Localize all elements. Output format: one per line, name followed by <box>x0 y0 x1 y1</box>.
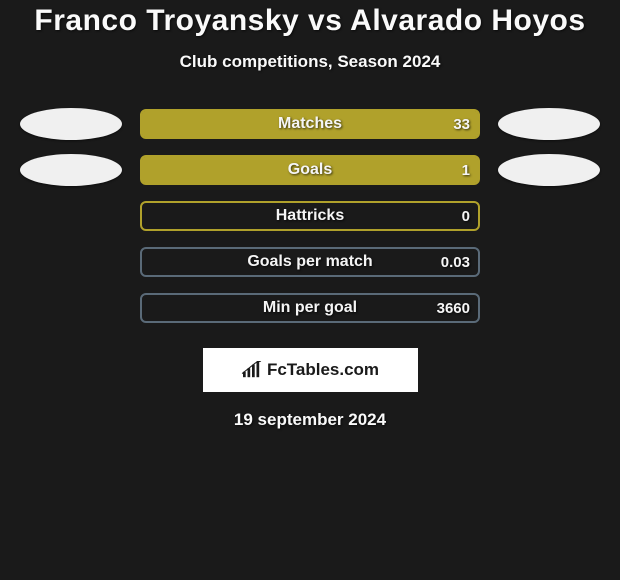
stats-rows: Matches33 Goals1 Hattricks0 Goals per match… <box>0 108 620 324</box>
stat-row: Matches33 <box>0 108 620 140</box>
stat-label: Min per goal <box>142 299 478 317</box>
stat-value: 3660 <box>437 300 470 317</box>
stat-row: Hattricks0 <box>0 200 620 232</box>
stat-row: Goals per match0.03 <box>0 246 620 278</box>
logo-text: FcTables.com <box>267 360 379 380</box>
stat-value: 0 <box>462 208 470 225</box>
stat-bar: Goals1 <box>140 155 480 185</box>
stat-bar: Matches33 <box>140 109 480 139</box>
player1-name: Franco Troyansky <box>34 4 299 37</box>
stat-bar: Goals per match0.03 <box>140 247 480 277</box>
logo-box: FcTables.com <box>203 348 418 392</box>
player2-marker <box>498 108 600 140</box>
player1-marker <box>20 154 122 186</box>
stat-label: Matches <box>142 115 478 133</box>
stat-bar: Min per goal3660 <box>140 293 480 323</box>
player2-marker <box>498 154 600 186</box>
subtitle: Club competitions, Season 2024 <box>0 52 620 72</box>
player2-name: Alvarado Hoyos <box>350 4 585 37</box>
spacer <box>20 292 122 324</box>
date-label: 19 september 2024 <box>0 410 620 430</box>
stat-value: 1 <box>462 162 470 179</box>
spacer <box>20 200 122 232</box>
spacer <box>498 246 600 278</box>
stat-value: 0.03 <box>441 254 470 271</box>
stat-label: Goals <box>142 161 478 179</box>
stat-row: Min per goal3660 <box>0 292 620 324</box>
title: Franco Troyansky vs Alvarado Hoyos <box>0 4 620 38</box>
stat-label: Goals per match <box>142 253 478 271</box>
spacer <box>498 200 600 232</box>
stat-row: Goals1 <box>0 154 620 186</box>
player1-marker <box>20 108 122 140</box>
stat-value: 33 <box>453 116 470 133</box>
spacer <box>498 292 600 324</box>
spacer <box>20 246 122 278</box>
stat-bar: Hattricks0 <box>140 201 480 231</box>
infographic-container: Franco Troyansky vs Alvarado Hoyos Club … <box>0 0 620 430</box>
bar-chart-icon <box>241 361 263 379</box>
vs-label: vs <box>308 4 342 37</box>
stat-label: Hattricks <box>142 207 478 225</box>
